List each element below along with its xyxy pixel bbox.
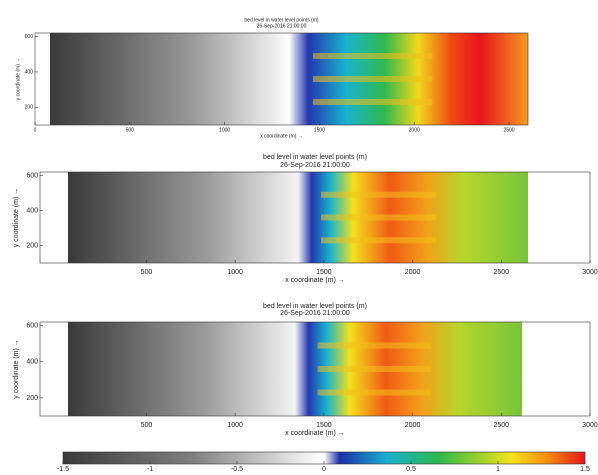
panel-title: bed level in water level points (m) bbox=[244, 17, 319, 23]
panel-subtitle: 26-Sep-2016 21:00:00 bbox=[257, 23, 307, 29]
panel-subtitle: 26-Sep-2016 21:00:00 bbox=[280, 162, 350, 169]
x-tick-label: 3000 bbox=[582, 422, 598, 429]
x-tick-label: 500 bbox=[126, 127, 135, 133]
x-tick-label: 2000 bbox=[405, 422, 421, 429]
axes-box bbox=[39, 321, 591, 417]
axes-box bbox=[34, 32, 529, 126]
y-axis-label: y coordinate (m) → bbox=[13, 339, 20, 399]
x-tick-label: 1000 bbox=[219, 127, 230, 133]
x-tick-label: 0 bbox=[34, 127, 37, 133]
y-tick-label: 400 bbox=[26, 207, 38, 214]
x-tick-label: 1500 bbox=[314, 127, 325, 133]
x-tick-label: 2500 bbox=[494, 422, 510, 429]
x-axis-label: x coordinate (m) → bbox=[260, 133, 303, 139]
colorbar-tick-label: 1.5 bbox=[580, 466, 590, 473]
x-tick-label: 1500 bbox=[316, 422, 332, 429]
y-tick-label: 400 bbox=[26, 359, 38, 366]
channel-band bbox=[321, 237, 436, 244]
x-tick-label: 2000 bbox=[405, 269, 421, 276]
y-axis-label: y coordinate (m) → bbox=[13, 188, 20, 248]
colorbar-tick-label: 1 bbox=[496, 466, 500, 473]
colorbar-tick-label: 0.5 bbox=[406, 466, 416, 473]
x-tick-label: 1500 bbox=[316, 269, 332, 276]
panel: bed level in water level points (m)26-Se… bbox=[15, 17, 529, 139]
panel: bed level in water level points (m)26-Se… bbox=[13, 154, 598, 284]
y-tick-label: 600 bbox=[26, 172, 38, 179]
panel-title: bed level in water level points (m) bbox=[263, 303, 367, 310]
colorbar-tick-label: 0 bbox=[322, 466, 326, 473]
x-tick-label: 1000 bbox=[227, 422, 243, 429]
panel-title: bed level in water level points (m) bbox=[263, 154, 367, 161]
channel-band bbox=[321, 191, 436, 198]
y-tick-label: 200 bbox=[26, 242, 38, 249]
channel-band bbox=[312, 76, 433, 82]
y-tick-label: 600 bbox=[25, 34, 34, 40]
bed-level-field bbox=[68, 172, 528, 263]
colorbar-tick-label: -1 bbox=[147, 466, 153, 473]
y-tick-label: 400 bbox=[25, 69, 34, 75]
colorbar-tick-label: -1.5 bbox=[57, 466, 69, 473]
channel-band bbox=[317, 389, 432, 396]
x-tick-label: 2500 bbox=[494, 269, 510, 276]
bed-level-field bbox=[68, 322, 522, 416]
x-tick-label: 2000 bbox=[409, 127, 420, 133]
panel: bed level in water level points (m)26-Se… bbox=[13, 303, 598, 437]
x-axis-label: x coordinate (m) → bbox=[285, 430, 345, 437]
channel-band bbox=[317, 366, 432, 372]
y-axis-label: y coordinate (m) → bbox=[15, 58, 21, 101]
channel-band bbox=[312, 53, 433, 59]
channel-band bbox=[321, 214, 436, 221]
x-tick-label: 2500 bbox=[503, 127, 514, 133]
bed-level-field bbox=[50, 33, 528, 125]
colorbar-tick-label: -0.5 bbox=[231, 466, 243, 473]
y-tick-label: 200 bbox=[26, 395, 38, 402]
x-tick-label: 500 bbox=[141, 422, 153, 429]
y-tick-label: 600 bbox=[26, 322, 38, 329]
x-tick-label: 500 bbox=[141, 269, 153, 276]
y-tick-label: 200 bbox=[25, 105, 34, 111]
x-tick-label: 3000 bbox=[582, 269, 598, 276]
panel-subtitle: 26-Sep-2016 21:00:00 bbox=[280, 310, 350, 317]
x-axis-label: x coordinate (m) → bbox=[285, 277, 345, 284]
channel-band bbox=[317, 342, 432, 349]
x-tick-label: 1000 bbox=[227, 269, 243, 276]
channel-band bbox=[312, 99, 433, 105]
axes-box bbox=[39, 171, 591, 264]
